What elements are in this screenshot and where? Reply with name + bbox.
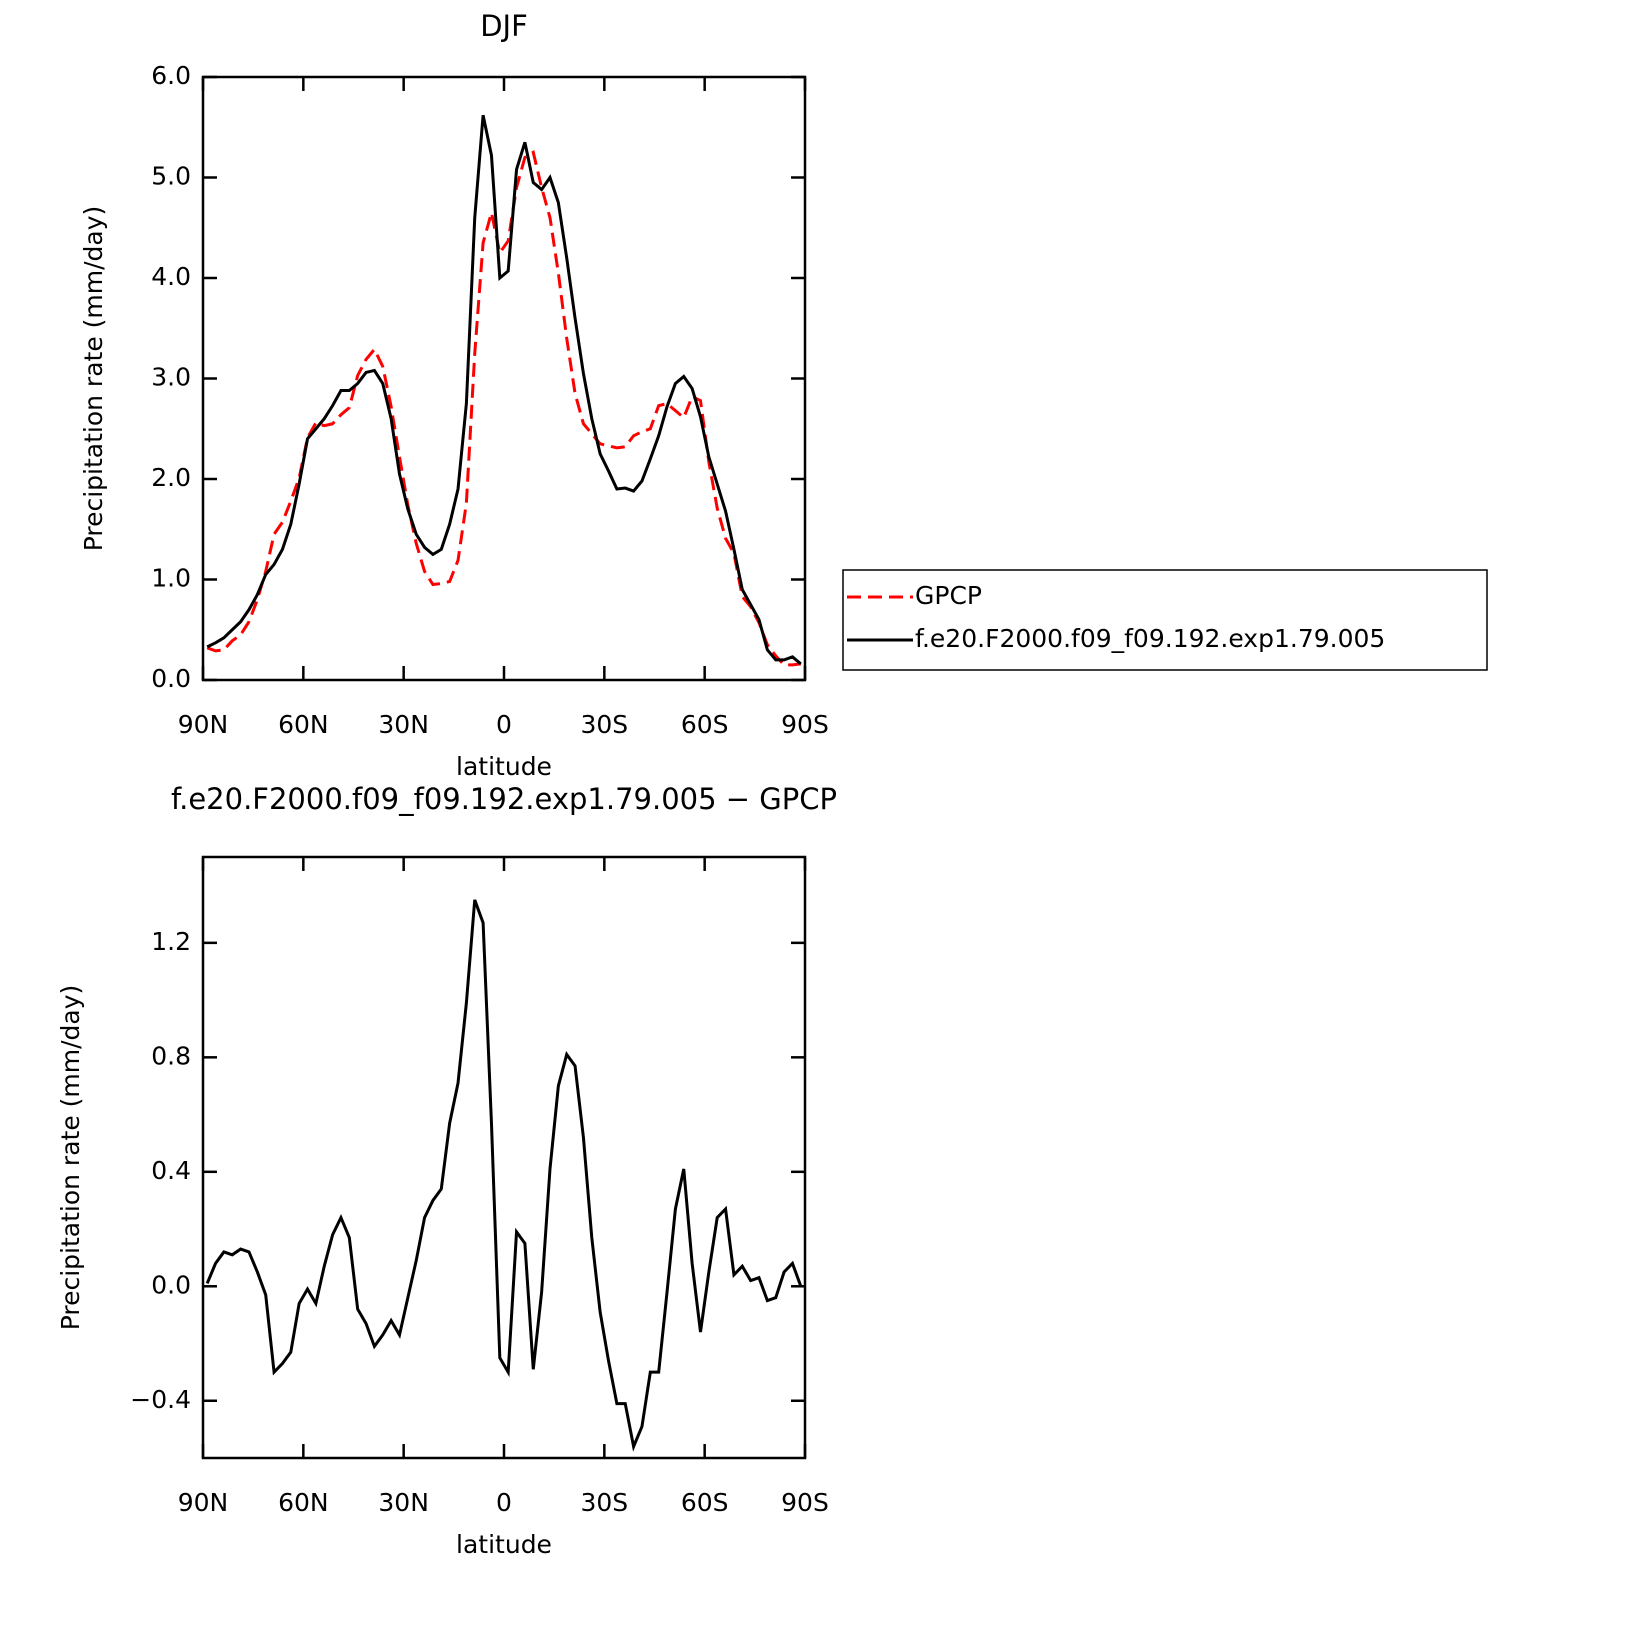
x-tick-label: 30S xyxy=(580,1488,628,1517)
x-tick-label: 90N xyxy=(178,1488,229,1517)
y-tick-label: 5.0 xyxy=(151,162,191,191)
x-axis-label: latitude xyxy=(456,752,552,781)
plot-frame xyxy=(201,75,807,682)
x-tick-label: 60S xyxy=(681,1488,729,1517)
y-tick-label: 1.2 xyxy=(151,927,191,956)
chart-title: f.e20.F2000.f09_f09.192.exp1.79.005 − GP… xyxy=(171,782,837,816)
x-tick-label: 30N xyxy=(378,1488,429,1517)
chart-title: DJF xyxy=(480,9,528,43)
y-tick-label: 6.0 xyxy=(151,61,191,90)
x-tick-label: 90S xyxy=(781,1488,829,1517)
legend-box xyxy=(842,569,1488,671)
x-tick-label: 90S xyxy=(781,710,829,739)
y-tick-label: 2.0 xyxy=(151,463,191,492)
y-tick-label: 3.0 xyxy=(151,363,191,392)
legend-label: GPCP xyxy=(915,581,982,610)
data-line xyxy=(206,150,801,667)
data-line xyxy=(205,899,803,1452)
x-tick-label: 30N xyxy=(378,710,429,739)
x-tick-label: 90N xyxy=(178,710,229,739)
y-tick-label: −0.4 xyxy=(130,1385,191,1414)
legend-label: f.e20.F2000.f09_f09.192.exp1.79.005 xyxy=(915,624,1385,653)
x-tick-label: 60N xyxy=(278,1488,329,1517)
y-tick-label: 4.0 xyxy=(151,262,191,291)
y-axis-label: Precipitation rate (mm/day) xyxy=(56,985,85,1331)
x-tick-label: 0 xyxy=(496,1488,512,1517)
y-tick-label: 0.0 xyxy=(151,664,191,693)
x-tick-label: 60S xyxy=(681,710,729,739)
x-tick-label: 0 xyxy=(496,710,512,739)
data-line xyxy=(206,114,802,666)
x-tick-label: 60N xyxy=(278,710,329,739)
y-tick-label: 0.0 xyxy=(151,1270,191,1299)
x-axis-label: latitude xyxy=(456,1530,552,1559)
x-tick-label: 30S xyxy=(580,710,628,739)
y-tick-label: 0.4 xyxy=(151,1156,191,1185)
y-axis-label: Precipitation rate (mm/day) xyxy=(79,206,108,552)
y-tick-label: 0.8 xyxy=(151,1041,191,1070)
y-tick-label: 1.0 xyxy=(151,564,191,593)
